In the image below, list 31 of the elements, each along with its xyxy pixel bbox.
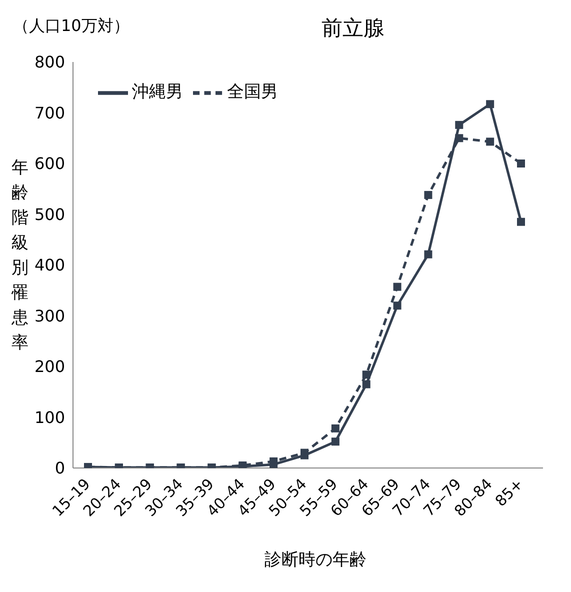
y-tick-label: 400 — [34, 256, 65, 275]
point — [486, 100, 494, 108]
x-tick-label: 85+ — [492, 474, 527, 510]
y-tick-label: 100 — [34, 408, 65, 427]
chart-title: 前立腺 — [320, 15, 386, 42]
x-axis-title: 診断時の年齢 — [264, 549, 368, 571]
point — [362, 370, 370, 379]
point — [517, 218, 525, 226]
chart-subtitle: （人口10万対） — [13, 16, 130, 37]
y-axis-title: 年齢階級別罹患率 — [10, 157, 30, 355]
point — [270, 457, 278, 466]
point — [424, 190, 432, 199]
point — [455, 120, 464, 129]
point — [393, 282, 402, 291]
y-tick-label: 0 — [54, 458, 65, 478]
y-tick-label: 500 — [34, 204, 65, 224]
point — [517, 160, 525, 168]
y-tick-label: 600 — [34, 154, 65, 174]
legend-label: 全国男 — [227, 82, 278, 102]
point — [424, 250, 432, 258]
point — [362, 380, 370, 388]
point — [331, 424, 340, 432]
y-tick-label: 200 — [34, 357, 65, 376]
legend-label: 沖縄男 — [132, 82, 183, 102]
point — [455, 134, 464, 142]
y-tick-label: 800 — [34, 52, 65, 72]
point — [331, 438, 340, 446]
point — [486, 138, 494, 146]
y-tick-label: 700 — [34, 103, 65, 122]
y-tick-label: 300 — [34, 306, 65, 326]
point — [393, 302, 402, 310]
